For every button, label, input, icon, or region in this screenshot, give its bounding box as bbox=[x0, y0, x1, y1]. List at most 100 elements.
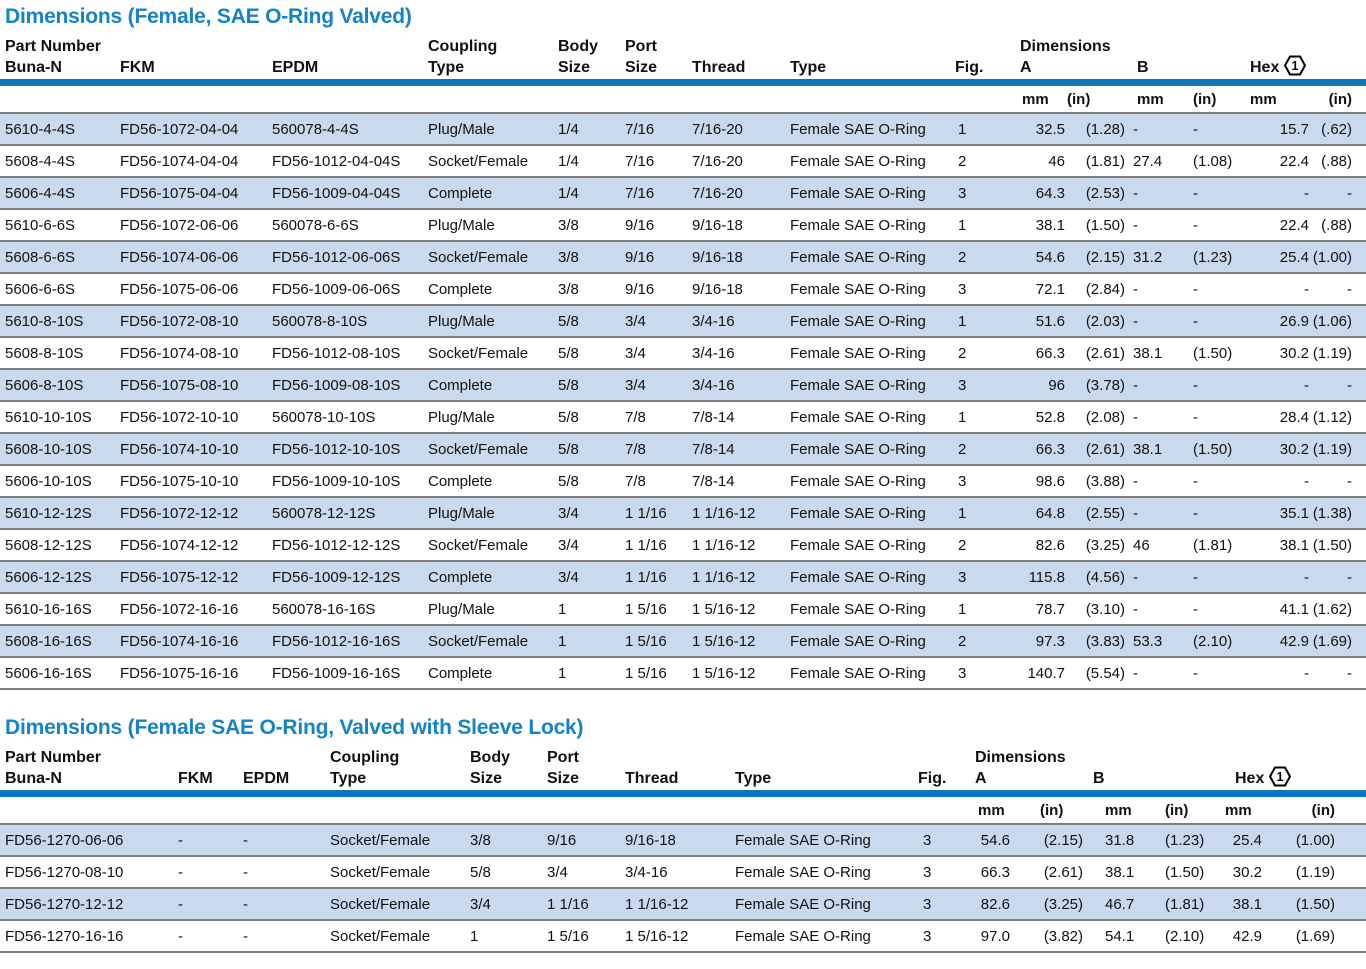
col-header-body: Body bbox=[470, 748, 510, 766]
table2-title: Dimensions (Female SAE O-Ring, Valved wi… bbox=[5, 716, 584, 739]
cell-dim-b-mm: 38.1 bbox=[1105, 863, 1135, 881]
table-row: 5606-8-10S FD56-1075-08-10 FD56-1009-08-10… bbox=[0, 370, 1366, 402]
cell-port-size: 9/16 bbox=[625, 248, 655, 266]
cell-dim-a-in: (2.53) bbox=[1085, 184, 1125, 202]
cell-part-buna-n: 5608-8-10S bbox=[5, 344, 84, 362]
cell-part-buna-n: 5608-4-4S bbox=[5, 152, 76, 170]
cell-dim-a-in: (3.88) bbox=[1085, 472, 1125, 490]
cell-dim-b-in: (1.50) bbox=[1193, 440, 1233, 458]
cell-hex-mm: 28.4 bbox=[1279, 408, 1309, 426]
cell-part-fkm: FD56-1074-10-10 bbox=[120, 440, 239, 458]
cell-part-fkm: FD56-1075-04-04 bbox=[120, 184, 239, 202]
table-row: FD56-1270-08-10 - - Socket/Female 5/8 3/4 3/4-… bbox=[0, 857, 1366, 889]
cell-type: Female SAE O-Ring bbox=[735, 863, 871, 881]
cell-hex-in: (.88) bbox=[1321, 152, 1352, 170]
cell-dim-b-mm: - bbox=[1133, 120, 1138, 138]
cell-part-fkm: FD56-1074-12-12 bbox=[120, 536, 239, 554]
cell-part-buna-n: 5610-4-4S bbox=[5, 120, 76, 138]
cell-part-fkm: - bbox=[178, 863, 183, 881]
cell-port-size: 3/4 bbox=[547, 863, 568, 881]
cell-part-epdm: FD56-1012-04-04S bbox=[272, 152, 401, 170]
cell-thread: 7/16-20 bbox=[692, 152, 743, 170]
table-row: 5608-16-16S FD56-1074-16-16 FD56-1012-16-1… bbox=[0, 626, 1366, 658]
cell-body-size: 3/4 bbox=[470, 895, 491, 913]
cell-body-size: 5/8 bbox=[558, 312, 579, 330]
cell-part-buna-n: FD56-1270-06-06 bbox=[5, 831, 124, 849]
cell-fig: 2 bbox=[958, 248, 967, 266]
cell-hex-mm: 41.1 bbox=[1279, 600, 1309, 618]
cell-hex-in: (1.50) bbox=[1312, 536, 1352, 554]
cell-dim-b-mm: 38.1 bbox=[1133, 440, 1163, 458]
cell-coupling-type: Socket/Female bbox=[428, 536, 529, 554]
cell-coupling-type: Socket/Female bbox=[330, 927, 431, 945]
table-row: FD56-1270-16-16 - - Socket/Female 1 1 5/16 1 5… bbox=[0, 921, 1366, 953]
cell-dim-b-in: (1.50) bbox=[1165, 863, 1205, 881]
cell-body-size: 3/4 bbox=[558, 568, 579, 586]
cell-part-epdm: - bbox=[243, 831, 248, 849]
cell-part-fkm: FD56-1075-12-12 bbox=[120, 568, 239, 586]
cell-dim-b-in: - bbox=[1193, 216, 1198, 234]
cell-body-size: 3/8 bbox=[558, 248, 579, 266]
cell-dim-b-in: - bbox=[1193, 408, 1198, 426]
cell-type: Female SAE O-Ring bbox=[790, 344, 926, 362]
cell-fig: 1 bbox=[958, 312, 967, 330]
cell-port-size: 3/4 bbox=[625, 344, 646, 362]
section-sae-oring-valved-sleeve-lock: Dimensions (Female SAE O-Ring, Valved wi… bbox=[0, 716, 1366, 953]
cell-coupling-type: Socket/Female bbox=[330, 895, 431, 913]
cell-dim-b-mm: - bbox=[1133, 280, 1138, 298]
cell-coupling-type: Plug/Male bbox=[428, 504, 495, 522]
col-header-body: Body bbox=[558, 37, 598, 55]
cell-port-size: 1 1/16 bbox=[625, 504, 667, 522]
cell-type: Female SAE O-Ring bbox=[790, 312, 926, 330]
cell-thread: 7/8-14 bbox=[692, 472, 735, 490]
cell-dim-a-mm: 54.6 bbox=[1035, 248, 1065, 266]
cell-coupling-type: Plug/Male bbox=[428, 408, 495, 426]
cell-part-fkm: - bbox=[178, 831, 183, 849]
cell-part-buna-n: FD56-1270-12-12 bbox=[5, 895, 124, 913]
cell-hex-in: - bbox=[1347, 472, 1352, 490]
cell-coupling-type: Complete bbox=[428, 664, 493, 682]
cell-body-size: 5/8 bbox=[558, 440, 579, 458]
col-header-type: Type bbox=[735, 769, 772, 787]
table-row: 5608-4-4S FD56-1074-04-04 FD56-1012-04-04S… bbox=[0, 146, 1366, 178]
col-header-port-size: Size bbox=[625, 58, 658, 76]
cell-hex-mm: 22.4 bbox=[1279, 152, 1309, 170]
cell-hex-mm: 15.7 bbox=[1279, 120, 1309, 138]
cell-dim-a-in: (2.61) bbox=[1043, 863, 1083, 881]
hex-footnote-1-icon: 1 bbox=[1284, 55, 1307, 76]
cell-fig: 1 bbox=[958, 120, 967, 138]
cell-thread: 3/4-16 bbox=[692, 312, 735, 330]
col-header-dimensions: Dimensions bbox=[1020, 37, 1111, 55]
cell-coupling-type: Complete bbox=[428, 184, 493, 202]
cell-port-size: 7/8 bbox=[625, 472, 646, 490]
cell-body-size: 1/4 bbox=[558, 184, 579, 202]
cell-hex-mm: - bbox=[1304, 280, 1309, 298]
cell-hex-mm: 25.4 bbox=[1279, 248, 1309, 266]
cell-part-epdm: 560078-12-12S bbox=[272, 504, 376, 522]
cell-coupling-type: Plug/Male bbox=[428, 120, 495, 138]
cell-part-buna-n: 5610-12-12S bbox=[5, 504, 92, 522]
cell-type: Female SAE O-Ring bbox=[790, 408, 926, 426]
col-header-fig: Fig. bbox=[918, 769, 947, 787]
cell-hex-in: (1.69) bbox=[1312, 632, 1352, 650]
table2-body: FD56-1270-06-06 - - Socket/Female 3/8 9/16 9/1… bbox=[0, 825, 1366, 953]
svg-text:1: 1 bbox=[1292, 59, 1299, 73]
cell-part-fkm: FD56-1075-08-10 bbox=[120, 376, 239, 394]
table-row: 5608-12-12S FD56-1074-12-12 FD56-1012-12-1… bbox=[0, 530, 1366, 562]
cell-type: Female SAE O-Ring bbox=[790, 504, 926, 522]
cell-thread: 1 5/16-12 bbox=[692, 664, 756, 682]
cell-part-buna-n: 5606-8-10S bbox=[5, 376, 84, 394]
cell-hex-in: (1.06) bbox=[1312, 312, 1352, 330]
cell-dim-a-mm: 72.1 bbox=[1035, 280, 1065, 298]
cell-part-epdm: FD56-1009-06-06S bbox=[272, 280, 401, 298]
col-header-port: Port bbox=[547, 748, 579, 766]
cell-part-buna-n: 5608-10-10S bbox=[5, 440, 92, 458]
cell-dim-b-mm: - bbox=[1133, 184, 1138, 202]
cell-port-size: 1 5/16 bbox=[625, 632, 667, 650]
cell-type: Female SAE O-Ring bbox=[790, 248, 926, 266]
cell-thread: 9/16-18 bbox=[692, 216, 743, 234]
cell-body-size: 3/8 bbox=[470, 831, 491, 849]
cell-type: Female SAE O-Ring bbox=[790, 664, 926, 682]
cell-dim-a-mm: 97.0 bbox=[980, 927, 1010, 945]
cell-hex-in: (1.19) bbox=[1295, 863, 1335, 881]
